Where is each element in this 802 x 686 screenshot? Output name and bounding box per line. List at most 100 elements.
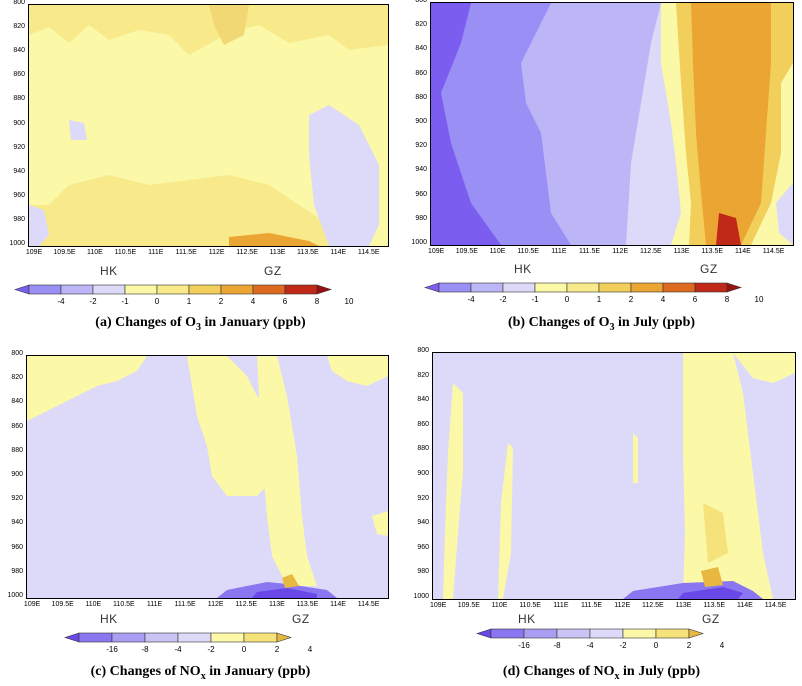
colorbar-svg [424, 282, 742, 293]
x-tick-label: 113.5E [701, 248, 724, 255]
colorbar-max-arrow [688, 628, 704, 639]
colorbar-tick-label: -2 [499, 295, 507, 304]
colorbar-tick-label: 0 [653, 641, 659, 650]
city-label-gz: GZ [700, 262, 718, 276]
x-tick-label: 109E [429, 602, 447, 609]
city-label-hk: HK [100, 612, 118, 626]
x-tick-label: 112E [207, 601, 224, 608]
x-tick-label: 109.5E [53, 249, 76, 256]
y-tick-label: 860 [13, 71, 25, 79]
x-tick-label: 113.5E [296, 601, 319, 608]
positive-center [187, 356, 287, 496]
contour-plot-c [26, 355, 389, 599]
y-tick-label: 800 [415, 0, 427, 4]
x-tick-label: 109E [427, 248, 445, 255]
colorbar-segment [622, 628, 657, 639]
x-tick-label: 114.5E [357, 601, 380, 608]
y-tick-label: 860 [417, 420, 429, 428]
colorbar-segment [502, 282, 536, 293]
x-tick-label: 109E [23, 601, 41, 608]
colorbar-tick-label: 0 [241, 645, 247, 654]
x-tick-label: 111E [553, 602, 569, 609]
colorbar-tick-label: 2 [686, 641, 692, 650]
x-tick-label: 111.5E [580, 602, 603, 609]
colorbar-tick-label: -4 [467, 295, 475, 304]
x-tick-label: 110E [491, 602, 508, 609]
colorbar-tick-label: 4 [250, 297, 256, 306]
positive-top-right [733, 353, 795, 383]
x-tick-label: 114E [330, 601, 346, 608]
colorbar-segment [534, 282, 568, 293]
x-tick-label: 114E [736, 602, 753, 609]
colorbar-tick-label: 10 [344, 297, 354, 306]
city-label-hk: HK [514, 262, 532, 276]
x-tick-label: 113E [268, 601, 285, 608]
colorbar-tick-label: -1 [121, 297, 129, 306]
strong-negative-surface [678, 587, 743, 599]
eight-ten-region [716, 213, 741, 245]
colorbar-segment [60, 284, 94, 295]
x-tick-label: 114.5E [764, 602, 787, 609]
positive-band [257, 356, 317, 586]
colorbar-segment [177, 632, 212, 643]
strong-negative-surface [252, 588, 317, 598]
colorbar-segment [28, 284, 62, 295]
colorbar-tick-label: 6 [282, 297, 288, 306]
four-six-region [691, 3, 771, 245]
colorbar-tick-label: 10 [754, 295, 764, 304]
caption-c: (c) Changes of NOx in January (ppb) [90, 664, 311, 682]
x-tick-label: 110E [489, 248, 506, 255]
contour-plot-d [432, 352, 796, 600]
colorbar-segment [188, 284, 222, 295]
y-tick-label: 900 [11, 471, 23, 478]
x-tick-label: 110.5E [113, 601, 135, 608]
x-tick-label: 114.5E [357, 249, 380, 256]
contour-svg-a [29, 5, 388, 246]
colorbar-tick-label: 2 [628, 295, 634, 304]
four-to-six-patch [229, 233, 319, 246]
y-tick-label: 1000 [7, 592, 23, 599]
colorbar-segment [662, 282, 696, 293]
y-tick-label: 920 [415, 142, 427, 150]
city-label-gz: GZ [264, 264, 282, 278]
colorbar-min-arrow [64, 632, 80, 643]
y-tick-label: 980 [415, 214, 427, 222]
colorbar-segment [243, 632, 278, 643]
caption-a: (a) Changes of O3 in January (ppb) [95, 315, 306, 333]
y-tick-label: 960 [11, 543, 23, 551]
y-tick-label: 800 [417, 347, 429, 354]
positive-strip-west [443, 383, 463, 599]
colorbar-tick-label: -1 [531, 295, 539, 304]
x-tick-label: 110E [87, 249, 103, 256]
x-tick-label: 111.5E [578, 248, 601, 255]
y-tick-label: 840 [415, 45, 427, 53]
y-tick-label: 1000 [413, 593, 429, 600]
colorbar-tick-label: 0 [154, 297, 160, 306]
y-tick-label: 820 [417, 371, 429, 379]
x-tick-label: 113E [675, 602, 692, 609]
positive-patch-east [372, 511, 388, 536]
contour-svg-b [431, 3, 793, 245]
colorbar-segment [144, 632, 179, 643]
x-tick-label: 112.5E [642, 602, 664, 609]
colorbar-tick-label: -4 [586, 641, 594, 650]
y-tick-label: 980 [13, 215, 25, 223]
contour-plot-a [28, 4, 389, 247]
one-to-two-region-top [29, 5, 388, 55]
colorbar-tick-label: 4 [660, 295, 666, 304]
colorbar-tick-label: -8 [553, 641, 561, 650]
colorbar-segment [124, 284, 158, 295]
colorbar-segment [210, 632, 245, 643]
colorbar-tick-label: 1 [596, 295, 602, 304]
y-tick-label: 1000 [9, 240, 25, 247]
x-tick-label: 114E [734, 248, 751, 255]
x-tick-label: 114.5E [762, 248, 785, 255]
contour-svg-c [27, 356, 388, 598]
y-tick-label: 800 [11, 350, 23, 357]
colorbar-tick-label: 2 [274, 645, 280, 654]
x-tick-label: 112E [614, 602, 631, 609]
colorbar-tick-label: -8 [141, 645, 149, 654]
y-tick-label: 940 [11, 519, 23, 527]
y-tick-label: 960 [417, 543, 429, 551]
x-tick-label: 109E [25, 249, 43, 256]
